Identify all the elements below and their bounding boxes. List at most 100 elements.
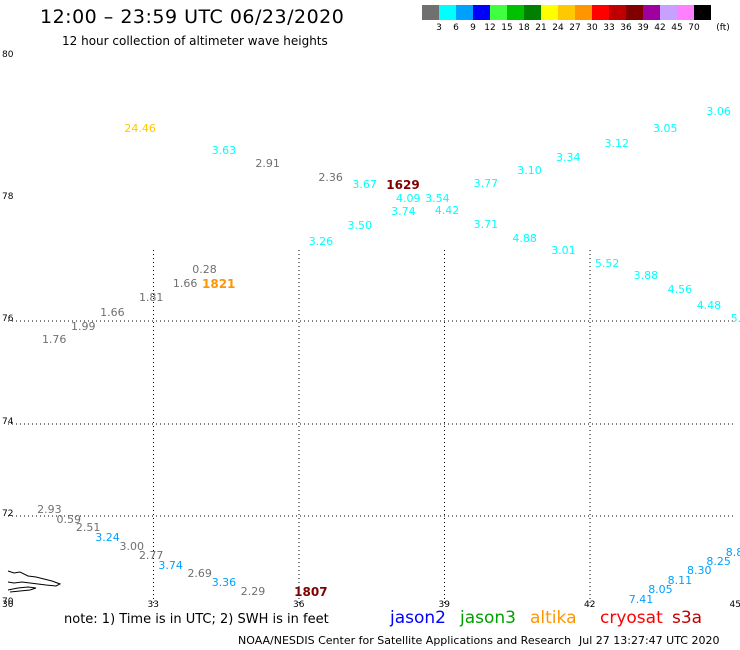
longitude-label: 42 (584, 600, 596, 610)
coastline (7, 570, 62, 593)
longitude-label: 36 (293, 600, 305, 610)
latitude-label: 70 (2, 597, 14, 607)
swh-value-label: 1.81 (138, 291, 164, 305)
coastline-shape (7, 570, 62, 593)
latitude-label: 76 (2, 314, 14, 324)
swh-value-label: 3.77 (473, 177, 499, 191)
swh-value-label: 3.00 (119, 540, 145, 554)
color-scale-label: 12 (484, 23, 496, 33)
swh-value-label: 5.43 (730, 312, 740, 326)
swh-value-label: 8.11 (667, 573, 693, 587)
swh-value-label: 4.09 (396, 192, 421, 205)
color-swatch (677, 5, 694, 20)
swh-value-label: 3.54 (425, 192, 450, 205)
swh-value-label: 5.52 (594, 257, 620, 271)
color-scale-label: 21 (535, 23, 547, 33)
longitude-label: 45 (729, 600, 740, 610)
swh-value-label: 24.46 (124, 122, 156, 136)
color-swatch (524, 5, 541, 20)
longitude-label: 30 (2, 600, 14, 610)
swh-value-label: 3.74 (158, 558, 183, 572)
swh-value-label: 2.77 (138, 549, 164, 563)
swh-value-label: 0.28 (192, 262, 217, 276)
color-swatch (558, 5, 575, 20)
swh-value-label: 1.99 (71, 319, 96, 333)
color-swatch (660, 5, 677, 20)
swh-value-label: 4.56 (667, 282, 693, 296)
footer-note: note: 1) Time is in UTC; 2) SWH is in fe… (64, 612, 329, 627)
swh-value-label: 0.59 (56, 512, 82, 526)
timestamp-text: Jul 27 13:27:47 UTC 2020 (579, 634, 720, 647)
latitude-label: 80 (2, 50, 14, 60)
satellite-cryosat: cryosat (600, 608, 663, 628)
color-swatch (473, 5, 490, 20)
swh-value-label: 3.36 (211, 576, 237, 590)
swh-value-label: 3.06 (706, 105, 731, 119)
swh-value-label: 1629 (386, 177, 420, 192)
color-scale-label: 39 (637, 23, 649, 33)
swh-value-label: 3.24 (95, 531, 120, 544)
color-scale-label: 33 (603, 23, 615, 33)
swh-value-label: 8.05 (648, 582, 673, 596)
page-subtitle: 12 hour collection of altimeter wave hei… (62, 34, 328, 48)
swh-value-label: 8.30 (687, 564, 712, 578)
color-scale-label: 30 (586, 23, 598, 33)
color-scale-label: 6 (453, 23, 459, 33)
swh-value-label: 4.88 (512, 231, 537, 245)
swh-value-label: 2.91 (255, 157, 280, 171)
satellite-altika: altika (530, 608, 577, 628)
longitude-label: 33 (147, 600, 159, 610)
color-swatch (490, 5, 507, 20)
swh-value-label: 1807 (294, 585, 328, 600)
swh-value-label: 3.05 (653, 122, 678, 136)
swh-value-label: 3.12 (604, 136, 630, 150)
swh-value-label: 2.93 (37, 503, 62, 517)
color-swatch (626, 5, 643, 20)
swh-value-label: 1.66 (100, 306, 125, 320)
swh-value-label: 8.80 (725, 545, 740, 559)
swh-value-label: 8.25 (706, 555, 731, 569)
swh-value-label: 3.10 (517, 163, 542, 177)
color-swatch (439, 5, 456, 20)
swh-value-label: 3.01 (551, 244, 576, 258)
swh-value-label: 1821 (202, 276, 236, 291)
graticule-grid (8, 250, 735, 604)
swh-value-label: 2.51 (75, 521, 101, 535)
color-scale-label: 18 (518, 23, 530, 33)
longitude-label: 39 (438, 600, 450, 610)
color-swatch (575, 5, 592, 20)
swh-value-label: 3.74 (391, 205, 416, 219)
color-swatch (592, 5, 609, 20)
swh-value-label: 7.41 (628, 592, 654, 606)
color-scale-label: 42 (654, 23, 666, 33)
color-swatch (643, 5, 660, 20)
swh-value-label: 3.67 (352, 177, 377, 191)
color-scale-label: 9 (470, 23, 476, 33)
color-swatch (609, 5, 626, 20)
swh-value-label: 3.63 (211, 144, 237, 158)
color-swatch (422, 5, 439, 20)
swh-value-label: 3.34 (556, 150, 581, 164)
color-swatch (541, 5, 558, 20)
latitude-label: 78 (2, 192, 14, 202)
latitude-label: 72 (2, 509, 14, 519)
satellite-jason2: jason2 (390, 608, 446, 628)
swh-value-label: 3.50 (347, 219, 373, 233)
swh-value-label: 2.69 (187, 567, 212, 581)
color-scale-label: 70 (688, 23, 700, 33)
satellite-jason3: jason3 (460, 608, 516, 628)
color-scale-label: 45 (671, 23, 683, 33)
swh-value-label: 4.48 (696, 298, 722, 312)
latitude-label: 74 (2, 417, 14, 427)
swh-value-label: 4.42 (434, 204, 460, 218)
swh-value-label: 3.26 (308, 235, 334, 249)
color-scale-unit: (ft) (716, 23, 730, 33)
color-scale-label: 15 (501, 23, 513, 33)
color-scale-label: 24 (552, 23, 564, 33)
satellite-s3a: s3a (672, 608, 703, 628)
color-swatch (456, 5, 473, 20)
swh-value-label: 1.76 (41, 332, 67, 346)
page-title: 12:00 – 23:59 UTC 06/23/2020 (40, 6, 345, 28)
color-swatch (694, 5, 711, 20)
